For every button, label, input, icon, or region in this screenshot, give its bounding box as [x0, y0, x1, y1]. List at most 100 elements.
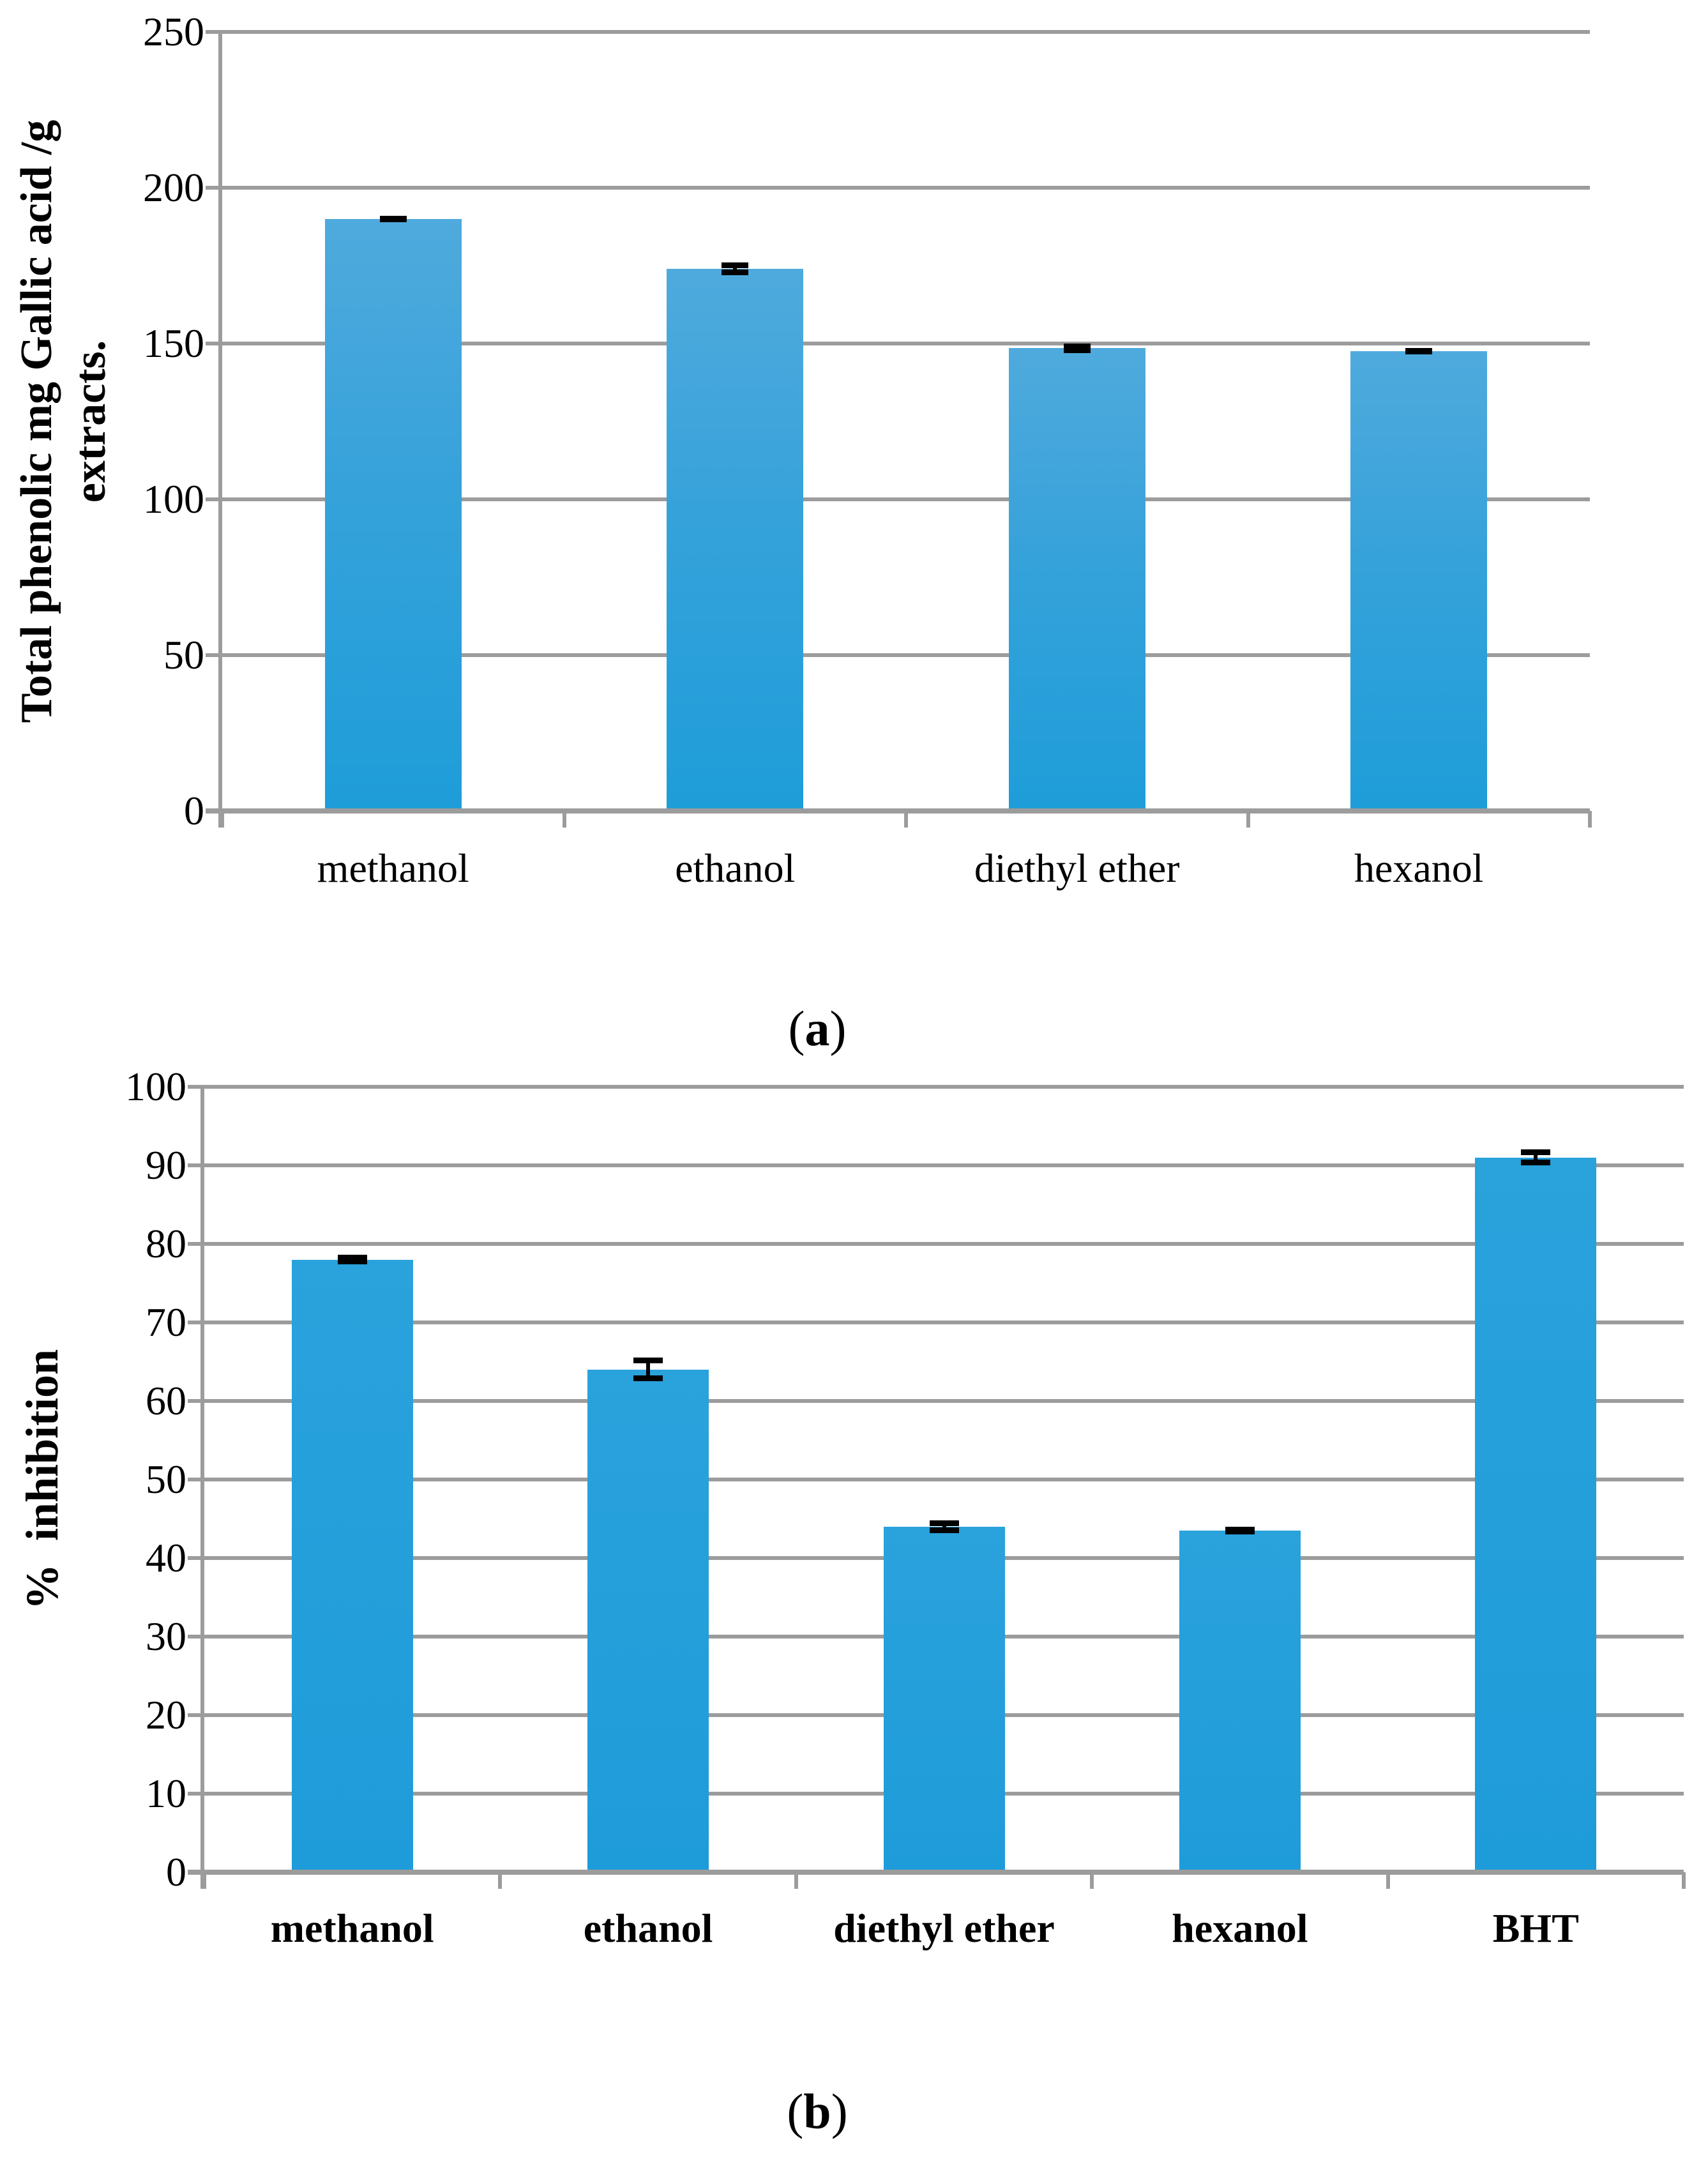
bar-diethyl-ether: [883, 1526, 1005, 1872]
error-bar-bottom-cap: [722, 269, 749, 275]
x-axis-line: [206, 808, 1590, 814]
error-bar-bottom-cap: [1063, 347, 1091, 353]
error-bar-bht: [1521, 1149, 1551, 1165]
error-bar-bottom-cap: [379, 216, 407, 222]
y-tick-label: 90: [146, 1142, 186, 1188]
error-bar-bottom-cap: [1521, 1159, 1551, 1165]
gridline: [206, 497, 1590, 501]
y-tick-label: 40: [146, 1535, 186, 1580]
error-bar-methanol: [337, 1255, 367, 1264]
caption-b: (b): [690, 2077, 945, 2147]
gridline: [206, 186, 1590, 190]
y-tick-label: 70: [146, 1299, 186, 1345]
x-axis-line: [188, 1870, 1684, 1875]
x-tick: [1386, 1872, 1390, 1889]
error-bar-stem: [1534, 1149, 1538, 1165]
y-tick-label: 20: [146, 1692, 186, 1737]
error-bar-bottom-cap: [1225, 1529, 1255, 1535]
bar-diethyl-ether: [1008, 348, 1145, 811]
category-label-bht: BHT: [1492, 1905, 1579, 1951]
error-bar-hexanol: [1225, 1526, 1255, 1535]
error-bar-top-cap: [1521, 1149, 1551, 1156]
x-tick: [794, 1872, 798, 1889]
gridline: [188, 1321, 1684, 1324]
x-tick: [202, 1872, 206, 1889]
error-bar-diethyl-ether: [1063, 344, 1091, 353]
bar-ethanol: [587, 1369, 709, 1872]
caption-b-letter: b: [803, 2084, 831, 2139]
gridline: [188, 1478, 1684, 1481]
x-tick: [498, 1872, 503, 1889]
y-axis-line: [218, 32, 222, 828]
error-bar-ethanol: [633, 1358, 663, 1382]
error-bar-bottom-cap: [337, 1258, 367, 1264]
y-tick-label: 0: [184, 788, 204, 833]
gridline: [206, 30, 1590, 34]
gridline: [188, 1163, 1684, 1167]
error-bar-hexanol: [1405, 348, 1433, 355]
y-tick-label: 150: [143, 321, 204, 366]
y-tick-label: 100: [125, 1064, 186, 1109]
x-tick: [1588, 811, 1592, 828]
error-bar-stem: [733, 262, 737, 275]
x-tick: [220, 811, 224, 828]
error-bar-top-cap: [633, 1358, 663, 1364]
y-axis-line: [200, 1087, 204, 1889]
x-tick: [562, 811, 566, 828]
error-bar-top-cap: [1063, 344, 1091, 349]
x-tick: [1246, 811, 1250, 828]
x-tick: [1090, 1872, 1094, 1889]
category-label-methanol: methanol: [317, 845, 469, 891]
error-bar-stem: [942, 1520, 946, 1533]
x-tick: [1682, 1872, 1686, 1889]
y-tick-label: 50: [146, 1457, 186, 1502]
y-tick-label: 10: [146, 1771, 186, 1816]
bar-hexanol: [1179, 1530, 1301, 1872]
error-bar-top-cap: [722, 262, 749, 269]
error-bar-bottom-cap: [929, 1527, 959, 1533]
bar-bht: [1475, 1157, 1597, 1872]
caption-a-open-paren: (: [788, 1001, 805, 1056]
bar-methanol: [324, 218, 462, 811]
y-tick-label: 250: [143, 9, 204, 54]
gridline: [206, 342, 1590, 345]
bar-hexanol: [1350, 351, 1488, 811]
y-tick-label: 80: [146, 1221, 186, 1266]
caption-b-open-paren: (: [787, 2084, 804, 2139]
category-label-hexanol: hexanol: [1354, 845, 1484, 891]
x-tick: [904, 811, 908, 828]
error-bar-stem: [646, 1358, 651, 1382]
gridline: [206, 653, 1590, 657]
caption-a-close-paren: ): [829, 1001, 847, 1056]
category-label-diethyl-ether: diethyl ether: [833, 1905, 1055, 1951]
gridline: [188, 1242, 1684, 1246]
y-tick-label: 200: [143, 165, 204, 210]
caption-a-letter: a: [805, 1001, 830, 1056]
category-label-ethanol: ethanol: [583, 1905, 713, 1951]
bar-ethanol: [667, 268, 804, 811]
category-label-ethanol: ethanol: [675, 845, 796, 891]
y-tick-label: 60: [146, 1378, 186, 1423]
y-tick-label: 50: [163, 632, 204, 677]
gridline: [188, 1085, 1684, 1089]
gridline: [188, 1399, 1684, 1403]
error-bar-ethanol: [722, 262, 749, 275]
error-bar-methanol: [379, 215, 407, 222]
error-bar-bottom-cap: [633, 1375, 663, 1382]
error-bar-diethyl-ether: [929, 1520, 959, 1533]
category-label-diethyl-ether: diethyl ether: [974, 845, 1180, 891]
caption-a: (a): [690, 994, 945, 1064]
y-tick-label: 100: [143, 476, 204, 522]
bar-methanol: [291, 1259, 413, 1872]
caption-b-close-paren: ): [831, 2084, 848, 2139]
error-bar-top-cap: [337, 1255, 367, 1261]
y-tick-label: 0: [166, 1849, 186, 1895]
y-tick-label: 30: [146, 1614, 186, 1659]
error-bar-top-cap: [929, 1520, 959, 1526]
category-label-methanol: methanol: [270, 1905, 434, 1951]
category-label-hexanol: hexanol: [1172, 1905, 1308, 1951]
error-bar-bottom-cap: [1405, 349, 1433, 355]
